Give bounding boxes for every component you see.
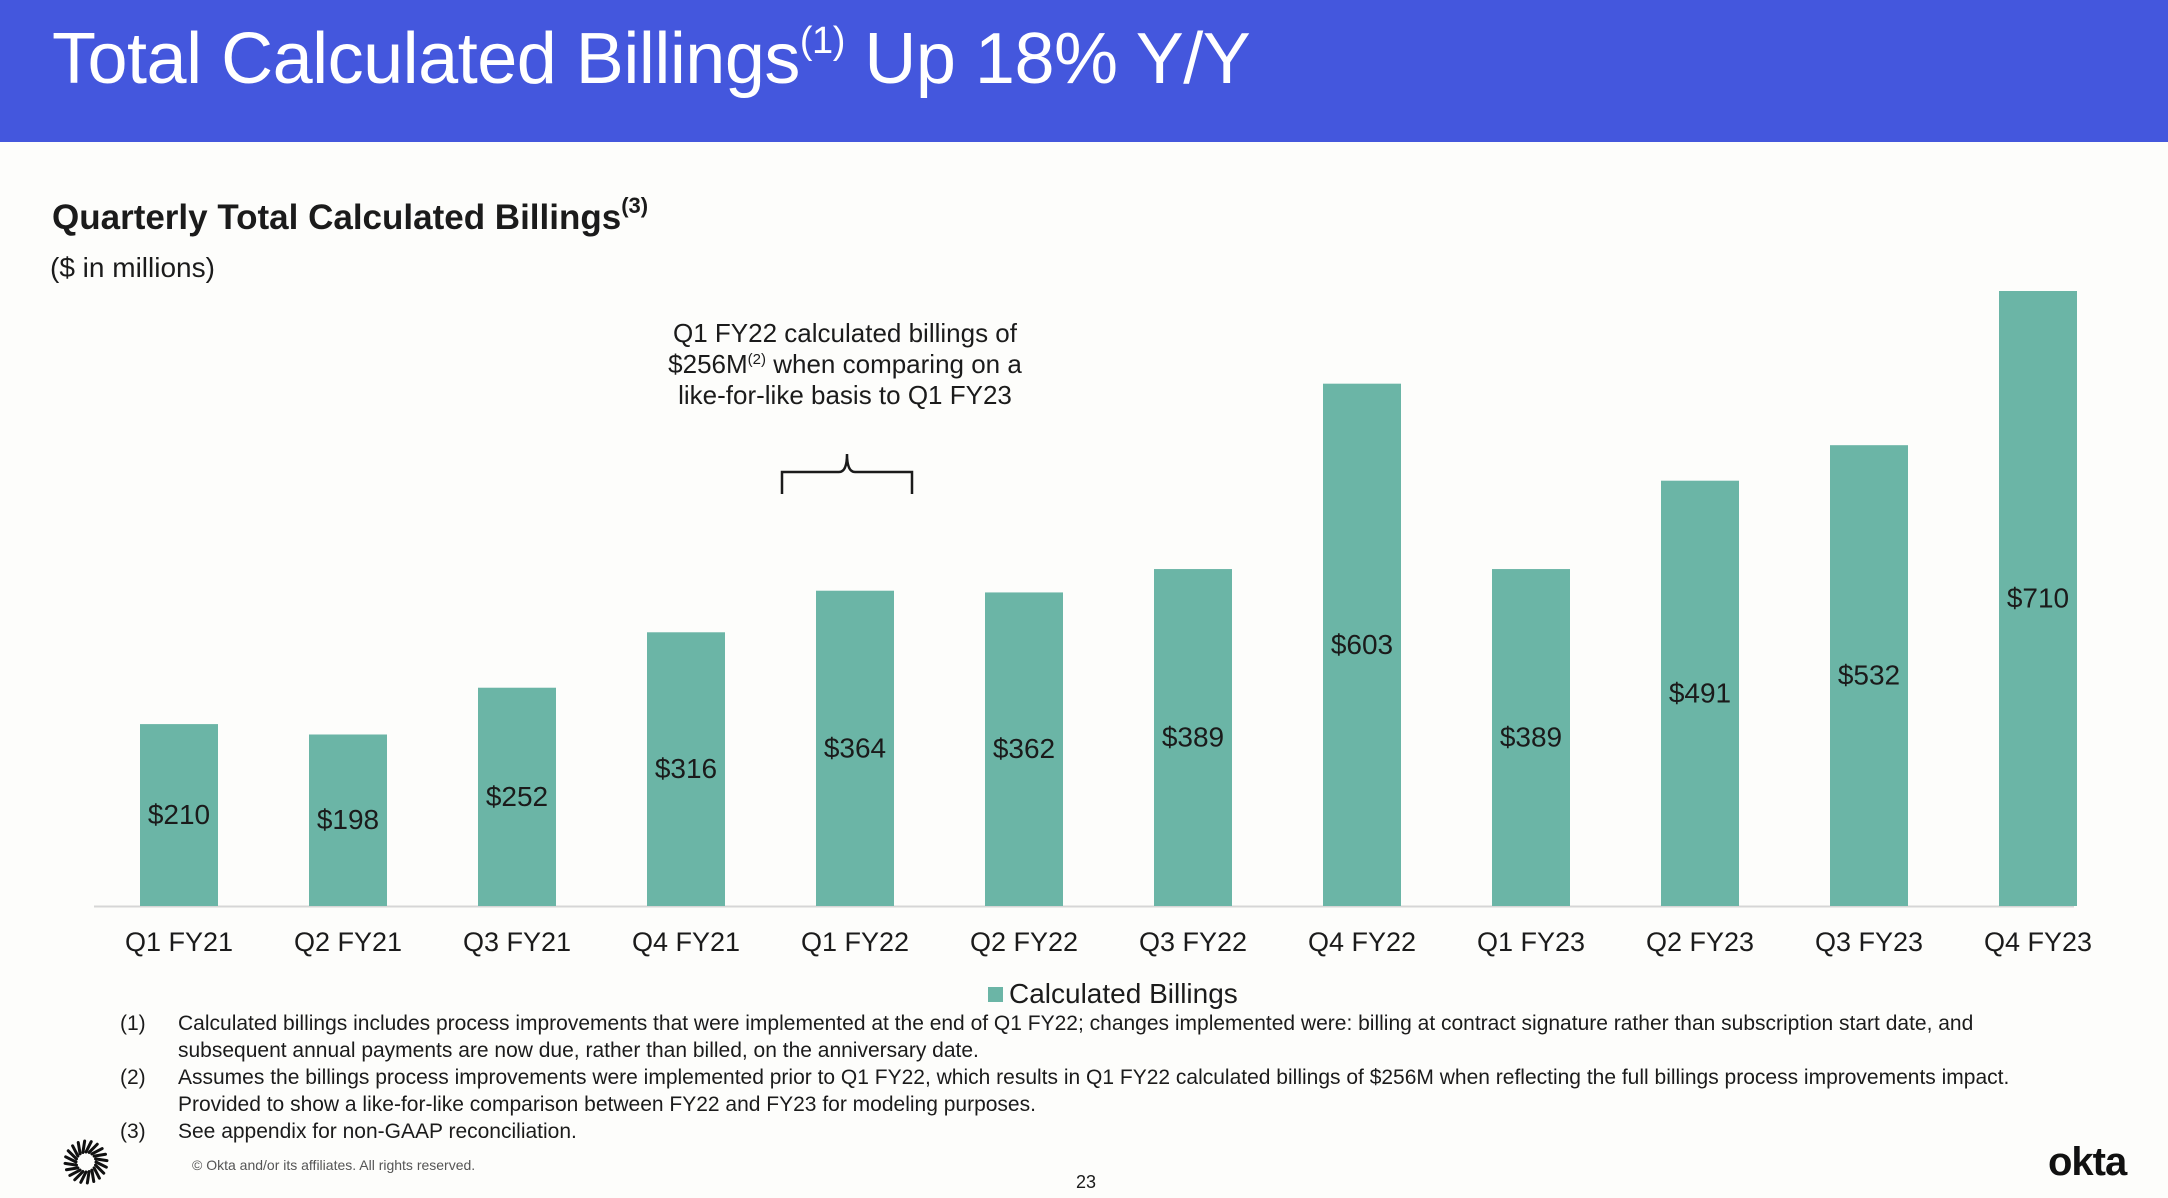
bar-q2-fy21 bbox=[309, 734, 387, 906]
bar-q1-fy23 bbox=[1492, 569, 1570, 906]
page-number: 23 bbox=[1076, 1172, 1097, 1192]
chart-title-footnote-marker: (3) bbox=[621, 193, 649, 218]
title-footnote-marker: (1) bbox=[799, 20, 845, 62]
x-tick-label: Q2 FY22 bbox=[970, 927, 1078, 957]
data-label: $198 bbox=[317, 804, 379, 835]
bar-q4-fy21 bbox=[647, 632, 725, 906]
data-label: $532 bbox=[1838, 660, 1900, 691]
slide-title: Total Calculated Billings(1) Up 18% Y/Y bbox=[52, 19, 1251, 99]
x-tick-label: Q1 FY23 bbox=[1477, 927, 1585, 957]
data-label: $389 bbox=[1162, 722, 1224, 753]
okta-burst-icon bbox=[63, 1139, 109, 1185]
bar-q3-fy22 bbox=[1154, 569, 1232, 906]
x-tick-label: Q1 FY21 bbox=[125, 927, 233, 957]
data-label: $603 bbox=[1331, 629, 1393, 660]
copyright-notice: © Okta and/or its affiliates. All rights… bbox=[192, 1157, 476, 1173]
x-tick-label: Q4 FY21 bbox=[632, 927, 740, 957]
chart-title: Quarterly Total Calculated Billings(3) bbox=[52, 193, 649, 238]
bar-q3-fy23 bbox=[1830, 445, 1908, 906]
x-tick-label: Q4 FY23 bbox=[1984, 927, 2092, 957]
footnotes: (1) Calculated billings includes process … bbox=[120, 1010, 2080, 1145]
bar-q1-fy21 bbox=[140, 724, 218, 906]
header-band bbox=[0, 0, 2168, 142]
okta-logo: okta bbox=[2048, 1140, 2127, 1184]
footnote-1: (1) Calculated billings includes process … bbox=[120, 1012, 1974, 1062]
x-tick-label: Q3 FY23 bbox=[1815, 927, 1923, 957]
x-tick-label: Q4 FY22 bbox=[1308, 927, 1416, 957]
bar-q4-fy23 bbox=[1999, 291, 2077, 906]
footnote-3: (3) See appendix for non-GAAP reconciliat… bbox=[120, 1120, 577, 1143]
data-label: $210 bbox=[148, 799, 210, 830]
chart-subtitle: ($ in millions) bbox=[50, 252, 215, 283]
chart-legend: Calculated Billings bbox=[988, 978, 1238, 1010]
x-tick-label: Q3 FY22 bbox=[1139, 927, 1247, 957]
data-label: $316 bbox=[655, 753, 717, 784]
x-tick-label: Q3 FY21 bbox=[463, 927, 571, 957]
data-label: $491 bbox=[1669, 677, 1731, 708]
bar-q4-fy22 bbox=[1323, 383, 1401, 906]
data-label: $710 bbox=[2007, 583, 2069, 614]
bar-q1-fy22 bbox=[816, 590, 894, 906]
data-label: $389 bbox=[1500, 722, 1562, 753]
bar-q2-fy23 bbox=[1661, 480, 1739, 906]
x-tick-label: Q2 FY23 bbox=[1646, 927, 1754, 957]
q1-fy22-annotation: Q1 FY22 calculated billings of $256M(2) … bbox=[668, 318, 1022, 410]
bar-q2-fy22 bbox=[985, 592, 1063, 906]
data-label: $362 bbox=[993, 733, 1055, 764]
data-label: $364 bbox=[824, 732, 886, 763]
x-tick-label: Q2 FY21 bbox=[294, 927, 402, 957]
annotation-bracket bbox=[780, 453, 914, 494]
legend-label: Calculated Billings bbox=[1009, 978, 1238, 1009]
data-label: $252 bbox=[486, 781, 548, 812]
x-tick-label: Q1 FY22 bbox=[801, 927, 909, 957]
bar-q3-fy21 bbox=[478, 687, 556, 906]
legend-swatch bbox=[988, 986, 1003, 1002]
billings-bar-chart: $210 Q1 FY21 $198 Q2 FY21 $252 Q3 FY21 $316 Q4 … bbox=[94, 291, 2092, 957]
footnote-2: (2) Assumes the billings process improvem… bbox=[120, 1066, 2010, 1116]
